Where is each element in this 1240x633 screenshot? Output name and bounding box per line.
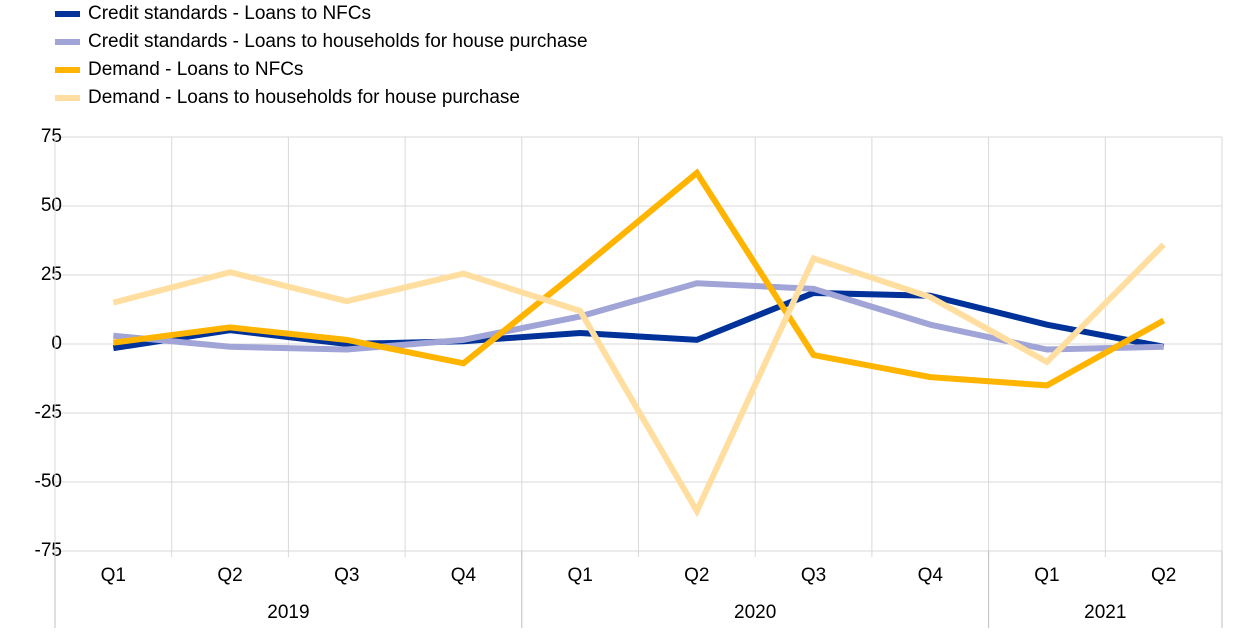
- x-tick-label: Q3: [334, 565, 359, 586]
- legend-label: Demand - Loans to NFCs: [88, 59, 303, 80]
- series-line: [112, 168, 1166, 389]
- series-line: [113, 280, 1164, 353]
- y-tick-label: 75: [41, 126, 62, 147]
- x-tick-label: Q4: [918, 565, 944, 586]
- y-tick-label: -25: [35, 402, 62, 423]
- y-tick-label: 25: [41, 264, 62, 285]
- y-tick-label: -50: [35, 471, 62, 492]
- x-tick-label: Q3: [801, 565, 826, 586]
- x-tick-label: Q2: [684, 565, 709, 586]
- x-tick-label: Q4: [451, 565, 477, 586]
- x-group-label: 2021: [1084, 602, 1126, 623]
- x-group-label: 2020: [734, 602, 776, 623]
- x-tick-label: Q2: [1151, 565, 1176, 586]
- legend-label: Demand - Loans to households for house p…: [88, 87, 520, 108]
- x-tick-label: Q1: [567, 565, 592, 586]
- x-tick-label: Q1: [101, 565, 126, 586]
- series-line: [112, 289, 1165, 352]
- x-tick-label: Q1: [1034, 565, 1059, 586]
- x-group-label: 2019: [267, 602, 309, 623]
- y-tick-label: 0: [51, 333, 62, 354]
- y-tick-label: 50: [41, 195, 62, 216]
- y-tick-label: -75: [35, 540, 62, 561]
- x-tick-label: Q2: [217, 565, 242, 586]
- legend-label: Credit standards - Loans to NFCs: [88, 3, 371, 24]
- legend-label: Credit standards - Loans to households f…: [88, 31, 588, 52]
- series-line: [112, 242, 1166, 518]
